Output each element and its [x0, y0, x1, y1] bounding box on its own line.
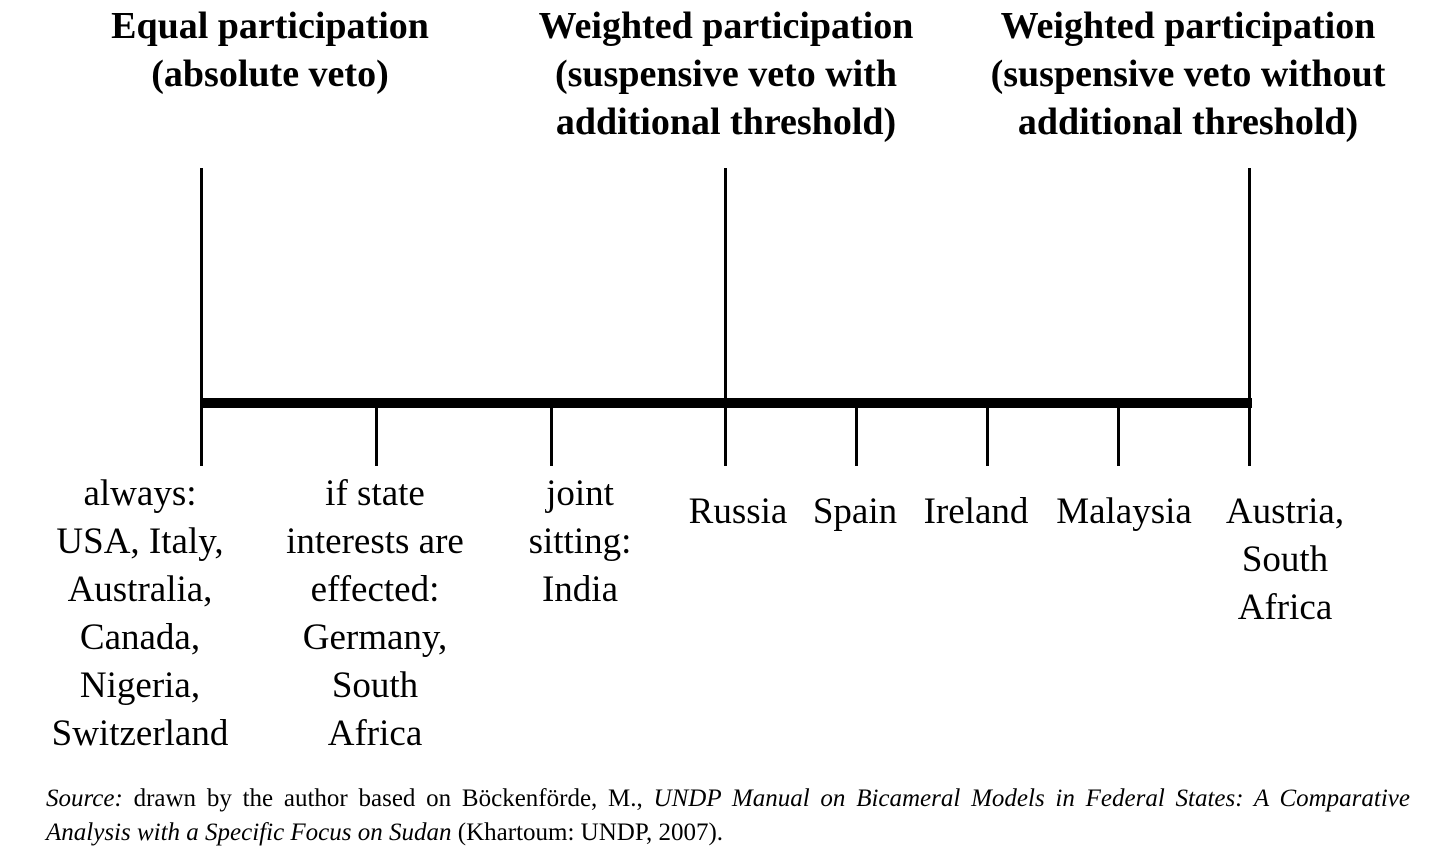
- tick-spain: [855, 403, 858, 466]
- source-caption: Source: drawn by the author based on Böc…: [46, 782, 1410, 850]
- source-text: drawn by the author based on Böckenförde…: [122, 785, 654, 812]
- label-spain: Spain: [812, 491, 898, 532]
- tick-joint-sitting: [550, 403, 553, 466]
- heading-weighted-with-threshold: Weighted participation (suspensive veto …: [538, 5, 914, 143]
- major-marker-equal: [200, 168, 203, 466]
- source-publisher: (Khartoum: UNDP, 2007).: [451, 819, 724, 846]
- tick-malaysia: [1117, 403, 1120, 466]
- major-marker-weighted-no-threshold: [1248, 168, 1251, 466]
- heading-equal-participation: Equal participation (absolute veto): [111, 5, 429, 95]
- label-austria-south-africa: Austria, South Africa: [1225, 491, 1345, 628]
- tick-state-interests: [375, 403, 378, 466]
- label-ireland: Ireland: [923, 491, 1029, 532]
- source-label: Source:: [46, 785, 123, 812]
- label-malaysia: Malaysia: [1056, 491, 1192, 532]
- label-joint-sitting: joint sitting: India: [528, 473, 632, 610]
- participation-axis: [201, 398, 1252, 408]
- major-marker-weighted-threshold: [724, 168, 727, 466]
- label-state-interests: if state interests are effected: Germany…: [286, 473, 464, 754]
- tick-ireland: [986, 403, 989, 466]
- heading-weighted-without-threshold: Weighted participation (suspensive veto …: [990, 5, 1386, 143]
- source-title: UNDP Manual on Bicameral Models in Feder…: [46, 785, 1410, 846]
- label-always: always: USA, Italy, Australia, Canada, N…: [51, 473, 229, 754]
- label-russia: Russia: [688, 491, 788, 532]
